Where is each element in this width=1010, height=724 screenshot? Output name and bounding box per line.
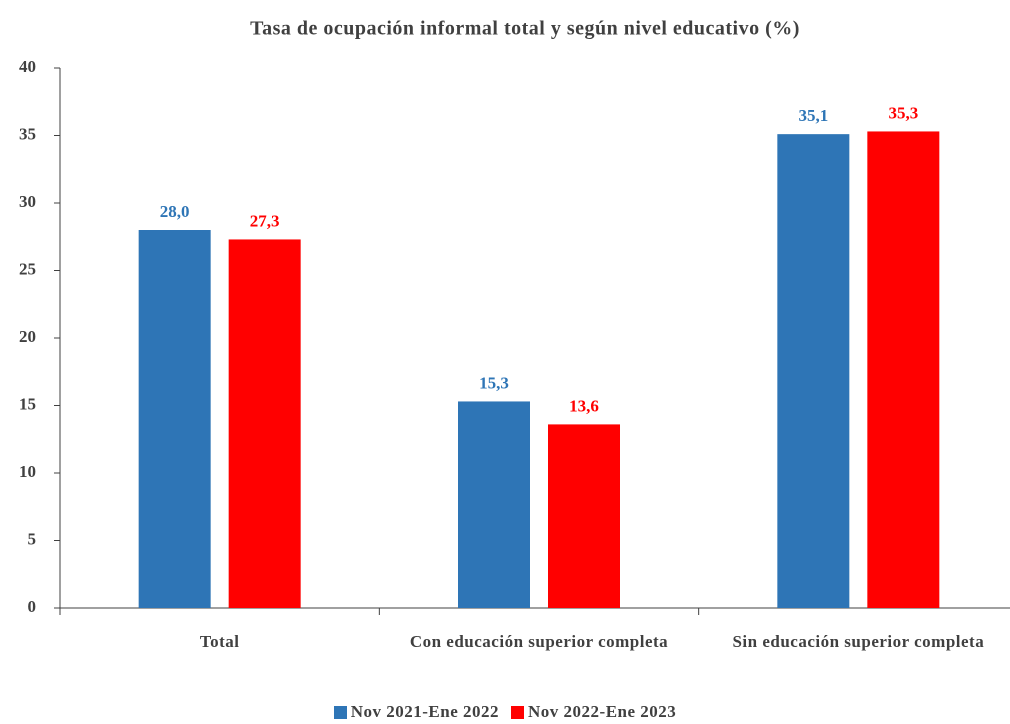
y-tick-label: 15	[19, 394, 36, 413]
bar	[228, 239, 301, 608]
legend-item: Nov 2021-Ene 2022	[333, 702, 499, 722]
y-tick-label: 35	[19, 124, 36, 143]
data-label: 15,3	[479, 373, 509, 392]
legend-item: Nov 2022-Ene 2023	[511, 702, 676, 722]
legend-swatch	[333, 705, 347, 719]
legend: Nov 2021-Ene 2022 Nov 2022-Ene 2023	[0, 702, 1010, 724]
bar	[548, 424, 620, 608]
y-tick-label: 5	[28, 529, 37, 548]
bar	[458, 401, 530, 608]
y-tick-label: 10	[19, 462, 36, 481]
legend-label: Nov 2021-Ene 2022	[350, 702, 499, 721]
data-label: 13,6	[569, 396, 599, 415]
x-tick-label: Total	[199, 632, 240, 651]
bar	[867, 131, 940, 608]
y-tick-label: 25	[19, 259, 36, 278]
y-tick-label: 30	[19, 192, 36, 211]
legend-swatch	[511, 705, 524, 719]
x-tick-label: Con educación superior completa	[409, 632, 669, 651]
chart-title: Tasa de ocupación informal total y según…	[250, 18, 800, 40]
data-label: 35,3	[888, 103, 918, 122]
y-tick-label: 40	[19, 57, 36, 76]
y-tick-label: 20	[19, 327, 36, 346]
bar	[138, 230, 211, 608]
x-tick-label: Sin educación superior completa	[732, 632, 985, 651]
bar	[777, 134, 850, 608]
data-label: 28,0	[160, 202, 190, 221]
legend-label: Nov 2022-Ene 2023	[528, 702, 677, 721]
y-tick-label: 0	[28, 597, 37, 616]
data-label: 35,1	[798, 106, 828, 125]
data-label: 27,3	[250, 211, 280, 230]
